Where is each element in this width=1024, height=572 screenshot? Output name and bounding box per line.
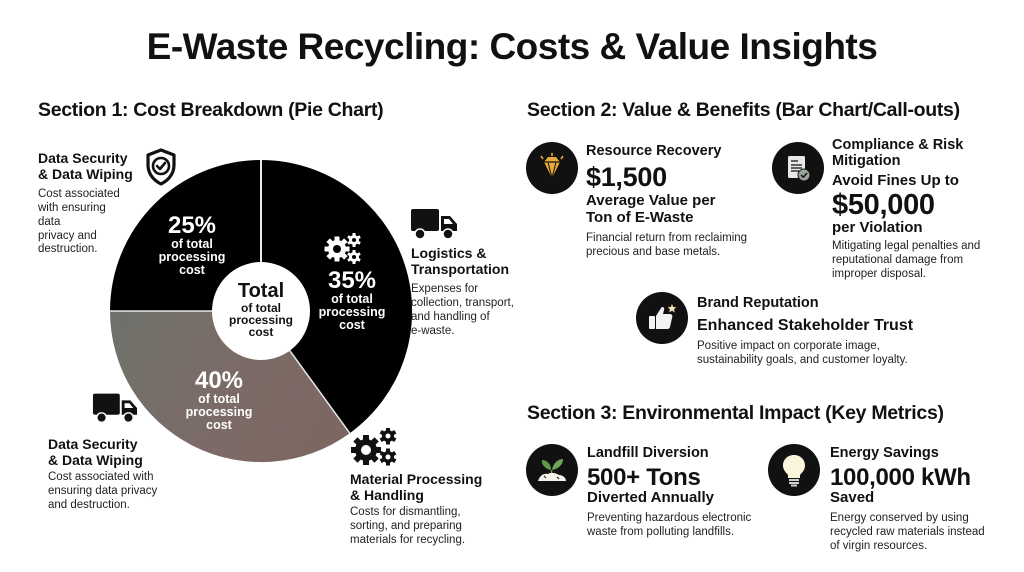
lightbulb-icon — [768, 444, 820, 496]
callout-data-security-top: Data Security & Data Wiping Cost associa… — [38, 150, 133, 256]
gears-icon-bottom — [351, 427, 399, 468]
callout-logistics: Logistics & Transportation Expenses for … — [411, 245, 514, 337]
section-1-title: Section 1: Cost Breakdown (Pie Chart) — [38, 99, 384, 121]
section-3-title: Section 3: Environmental Impact (Key Met… — [527, 402, 944, 424]
document-check-icon — [772, 142, 824, 194]
thumbs-up-star-icon — [636, 292, 688, 344]
callout-material-processing: Material Processing & Handling Costs for… — [350, 471, 483, 546]
diamond-icon — [526, 142, 578, 194]
truck-icon-bottom — [92, 392, 138, 424]
shield-check-icon — [145, 148, 177, 186]
pie-slice-40[interactable] — [109, 311, 350, 463]
pie-slice-35[interactable] — [261, 159, 413, 434]
page-title: E-Waste Recycling: Costs & Value Insight… — [146, 26, 878, 67]
plant-icon — [526, 444, 578, 496]
truck-icon — [410, 208, 458, 240]
gears-icon — [324, 233, 361, 264]
section-2-title: Section 2: Value & Benefits (Bar Chart/C… — [527, 99, 960, 121]
pie-center-label: Total of total processing cost — [228, 280, 294, 340]
callout-data-security-bottom: Data Security & Data Wiping Cost associa… — [48, 436, 158, 511]
pie-slice-25[interactable] — [110, 160, 261, 311]
slice-35-label: 35% of total processing cost — [318, 267, 386, 333]
pie-svg — [109, 159, 413, 463]
cost-pie-chart — [109, 159, 413, 463]
slice-25-label: 25% of total processing cost — [158, 212, 226, 278]
slice-40-label: 40% of total processing cost — [185, 367, 253, 433]
